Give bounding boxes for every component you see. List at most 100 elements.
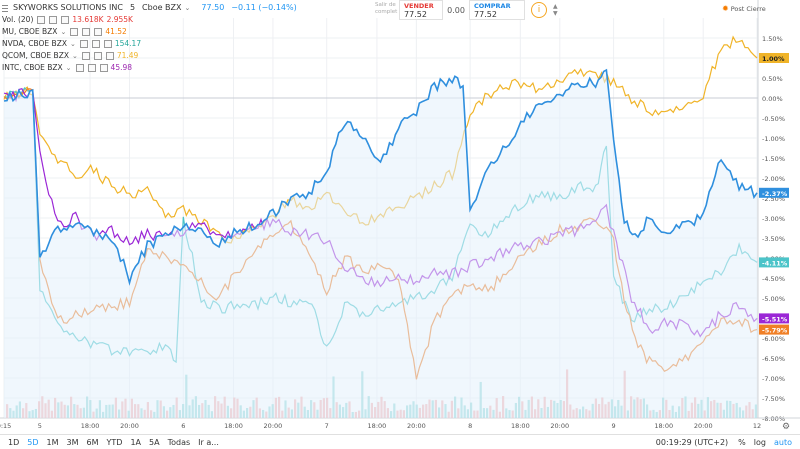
symbol-name[interactable]: SKYWORKS SOLUTIONS INC [13,3,123,12]
eye-icon[interactable] [37,16,46,24]
price-change: −0.11 (−0.14%) [231,3,297,12]
range-ytd[interactable]: YTD [106,437,123,447]
last-value-label: -5.79% [762,327,788,335]
series-line-swks[interactable] [3,68,758,286]
legend-label: Vol. (20) [2,15,34,24]
toggle-percent[interactable]: % [738,437,746,447]
symbol-header[interactable]: SKYWORKS SOLUTIONS INC 5 Cboe BZX ⌄ 77.5… [2,2,297,14]
close-icon[interactable] [94,28,103,36]
last-value-label: -4.11% [762,259,788,267]
settings-icon[interactable] [87,64,96,72]
y-tick-label: -1.50% [762,155,785,163]
range-all[interactable]: Todas [167,437,191,447]
legend-item-volume[interactable]: Vol. (20) 13.618K 2.955K [2,14,297,26]
legend-item-intc[interactable]: INTC, CBOE BZX ⌄ 45.98 [2,62,297,74]
eye-icon[interactable] [79,40,88,48]
eye-icon[interactable] [75,64,84,72]
legend-label: NVDA, CBOE BZX [2,39,67,48]
range-5a[interactable]: 5A [149,437,160,447]
y-tick-label: -6.50% [762,355,785,363]
chevron-down-icon[interactable]: ⌄ [184,4,191,12]
bottom-toolbar: 1D 5D 1M 3M 6M YTD 1A 5A Todas Ir a... 0… [0,434,800,449]
chevron-down-icon[interactable]: ⌄ [71,52,78,60]
range-5d[interactable]: 5D [27,437,39,447]
x-tick-label: 20:00 [694,422,713,430]
collapse-arrows-icon[interactable]: ▲ ▼ [553,3,558,17]
last-price: 77.50 [201,3,225,12]
legend-item-nvda[interactable]: NVDA, CBOE BZX ⌄ 154.17 [2,38,297,50]
last-value-badge [759,324,789,335]
buy-button[interactable]: COMPRAR 77.52 [469,0,525,20]
range-6m[interactable]: 6M [86,437,99,447]
y-tick-label: -7.50% [762,395,785,403]
legend-value: 41.52 [105,27,127,36]
interval-label[interactable]: 5 [129,3,136,12]
y-tick-label: -2.50% [762,195,785,203]
toggle-auto[interactable]: auto [773,437,792,447]
spread-value: 0.00 [447,5,465,15]
toggle-log[interactable]: log [753,437,766,447]
settings-icon[interactable] [93,52,102,60]
legend-value: 13.618K [72,15,104,24]
y-tick-label: -6.00% [762,335,785,343]
range-3m[interactable]: 3M [66,437,79,447]
x-tick-label: 18:00 [511,422,530,430]
settings-icon[interactable] [49,16,58,24]
eye-icon[interactable] [70,28,79,36]
chevron-down-icon[interactable]: ⌄ [65,64,72,72]
range-1a[interactable]: 1A [130,437,141,447]
post-close-indicator: ✹ Post Cierre [722,4,766,13]
eye-icon[interactable] [81,52,90,60]
x-tick-label: 18:00 [81,422,100,430]
legend-value: 71.49 [116,51,139,60]
menu-icon[interactable] [2,4,8,12]
y-tick-label: -5.00% [762,295,785,303]
close-icon[interactable] [61,16,70,24]
legend-value: 45.98 [110,63,133,72]
close-icon[interactable] [103,40,112,48]
info-icon[interactable]: i [531,2,547,18]
legend-label: MU, CBOE BZX [2,27,58,36]
last-value-label: -5.51% [762,315,788,323]
x-tick-label: 20:00 [407,422,426,430]
y-tick-label: 1.50% [762,35,783,43]
chevron-down-icon[interactable]: ⌄ [60,28,67,36]
exchange-label: Cboe BZX [142,3,182,12]
y-tick-label: -1.00% [762,135,785,143]
last-value-badge [759,53,789,63]
close-icon[interactable] [105,52,114,60]
y-tick-label: -2.00% [762,175,785,183]
legend-item-mu[interactable]: MU, CBOE BZX ⌄ 41.52 [2,26,297,38]
range-1m[interactable]: 1M [46,437,59,447]
swks-area-fill [4,70,757,418]
goto-date[interactable]: Ir a... [198,437,219,447]
y-tick-label: -4.50% [762,275,785,283]
chevron-down-icon[interactable]: ⌄ [69,40,76,48]
legend: SKYWORKS SOLUTIONS INC 5 Cboe BZX ⌄ 77.5… [2,2,297,74]
last-value-badge [759,257,789,268]
x-tick-label: 20:00 [264,422,283,430]
x-tick-label: 12 [753,422,761,430]
legend-label: INTC, CBOE BZX [2,63,63,72]
gear-icon[interactable]: ⚙ [782,422,791,432]
y-tick-label: 0.00% [762,95,783,103]
y-tick-label: -3.50% [762,235,785,243]
legend-item-qcom[interactable]: QCOM, CBOE BZX ⌄ 71.49 [2,50,297,62]
range-1d[interactable]: 1D [8,437,20,447]
y-tick-label: -0.50% [762,115,785,123]
close-icon[interactable] [99,64,108,72]
y-tick-label: 0.50% [762,75,783,83]
last-value-label: -2.37% [762,190,788,198]
settings-icon[interactable] [91,40,100,48]
legend-label: QCOM, CBOE BZX [2,51,69,60]
last-value-label: 1.00% [762,55,785,63]
y-tick-label: -7.00% [762,375,785,383]
buy-price: 77.52 [474,10,497,19]
x-tick-label: 20:00 [550,422,569,430]
settings-icon[interactable] [82,28,91,36]
y-tick-label: -3.00% [762,215,785,223]
sell-button[interactable]: VENDER 77.52 [399,0,443,20]
post-close-label: Post Cierre [730,4,766,13]
